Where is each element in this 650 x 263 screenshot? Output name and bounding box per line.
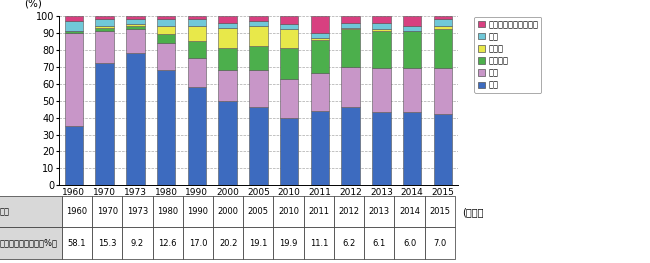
- Bar: [218, 28, 237, 48]
- Bar: [372, 113, 391, 185]
- Bar: [188, 19, 206, 26]
- Bar: [341, 28, 360, 29]
- Bar: [218, 101, 237, 185]
- Bar: [311, 16, 329, 33]
- Bar: [96, 26, 114, 28]
- Bar: [280, 16, 298, 24]
- Bar: [372, 16, 391, 23]
- Bar: [341, 29, 360, 67]
- Bar: [434, 19, 452, 26]
- Bar: [403, 16, 421, 26]
- Bar: [341, 16, 360, 23]
- Bar: [64, 31, 83, 33]
- Bar: [311, 111, 329, 185]
- Bar: [64, 126, 83, 185]
- Bar: [341, 67, 360, 107]
- Bar: [403, 26, 421, 31]
- Bar: [64, 33, 83, 126]
- Bar: [188, 87, 206, 185]
- Bar: [96, 28, 114, 31]
- Bar: [126, 53, 144, 185]
- Bar: [96, 19, 114, 26]
- Bar: [96, 16, 114, 19]
- Bar: [96, 63, 114, 185]
- Legend: 地熱・新エネルギー等, 水力, 原子力, 天然ガス, 石炭, 石油: 地熱・新エネルギー等, 水力, 原子力, 天然ガス, 石炭, 石油: [474, 17, 541, 93]
- Bar: [311, 33, 329, 38]
- Bar: [249, 26, 268, 46]
- Bar: [188, 58, 206, 87]
- Bar: [434, 16, 452, 19]
- Bar: [372, 31, 391, 68]
- Bar: [218, 48, 237, 70]
- Bar: [280, 48, 298, 79]
- Bar: [403, 113, 421, 185]
- Bar: [311, 38, 329, 39]
- Bar: [341, 23, 360, 28]
- Bar: [126, 26, 144, 29]
- Bar: [434, 68, 452, 114]
- Bar: [157, 19, 176, 26]
- Bar: [403, 31, 421, 68]
- Bar: [64, 16, 83, 21]
- Text: (年度）: (年度）: [462, 208, 484, 218]
- Text: (%): (%): [25, 0, 42, 9]
- Bar: [157, 16, 176, 19]
- Bar: [311, 39, 329, 73]
- Bar: [249, 21, 268, 26]
- Bar: [157, 43, 176, 70]
- Bar: [434, 114, 452, 185]
- Bar: [249, 16, 268, 21]
- Bar: [434, 26, 452, 29]
- Bar: [96, 31, 114, 63]
- Bar: [311, 73, 329, 111]
- Bar: [188, 26, 206, 41]
- Bar: [280, 79, 298, 118]
- Bar: [126, 24, 144, 26]
- Bar: [403, 68, 421, 113]
- Bar: [249, 70, 268, 107]
- Bar: [372, 29, 391, 31]
- Bar: [188, 41, 206, 58]
- Bar: [126, 19, 144, 24]
- Bar: [126, 16, 144, 19]
- Bar: [249, 107, 268, 185]
- Bar: [218, 16, 237, 23]
- Bar: [280, 24, 298, 29]
- Bar: [188, 16, 206, 19]
- Bar: [157, 34, 176, 43]
- Bar: [126, 29, 144, 53]
- Bar: [157, 26, 176, 34]
- Bar: [218, 70, 237, 101]
- Bar: [249, 46, 268, 70]
- Bar: [372, 68, 391, 113]
- Bar: [434, 29, 452, 68]
- Bar: [372, 23, 391, 29]
- Bar: [218, 23, 237, 28]
- Bar: [64, 21, 83, 31]
- Bar: [157, 70, 176, 185]
- Bar: [280, 29, 298, 48]
- Bar: [341, 107, 360, 185]
- Bar: [280, 118, 298, 185]
